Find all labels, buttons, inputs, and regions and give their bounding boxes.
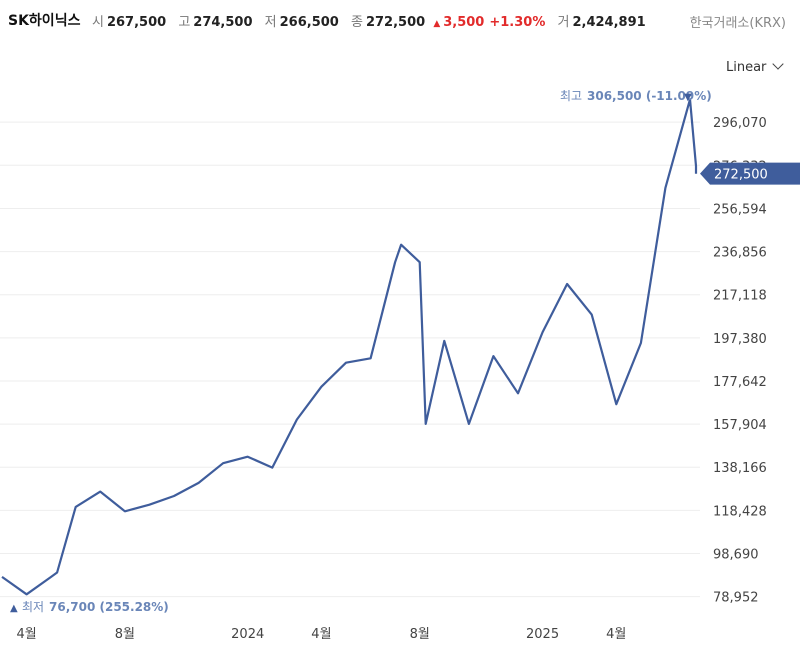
y-tick-label: 78,952 — [713, 591, 759, 606]
change-value: 3,500 — [443, 15, 485, 30]
open-value: 267,500 — [106, 15, 167, 30]
x-tick-label: 4월 — [311, 627, 331, 642]
stock-name: SK하이닉스 — [8, 13, 81, 29]
y-tick-label: 217,118 — [713, 289, 767, 304]
x-tick-label: 4월 — [606, 627, 626, 642]
open-label: 시 — [92, 15, 104, 30]
high-marker-value: 306,500 (-11.09%) — [587, 89, 712, 103]
y-tick-label: 98,690 — [713, 547, 759, 562]
close-value: 272,500 — [365, 15, 426, 30]
quote-header: SK하이닉스 시 267,500 고 274,500 저 266,500 종 272,5… — [0, 0, 800, 40]
low-marker-label: 최저 — [22, 600, 44, 614]
low-label: 저 — [264, 15, 277, 30]
exchange-name: 한국거래소(KRX) — [689, 16, 786, 31]
y-tick-label: 118,428 — [713, 504, 767, 519]
volume-label: 거 — [557, 15, 570, 30]
x-tick-label: 8월 — [115, 627, 135, 642]
current-price-label: 272,500 — [714, 168, 768, 183]
volume-value: 2,424,891 — [572, 15, 646, 30]
y-tick-label: 236,856 — [713, 246, 767, 261]
change-up-icon: ▲ — [433, 19, 441, 29]
y-tick-label: 197,380 — [713, 332, 767, 347]
high-marker-arrow-icon: ▼ — [684, 92, 692, 103]
scale-label: Linear — [726, 60, 767, 75]
high-value: 274,500 — [193, 15, 253, 30]
x-tick-label: 8월 — [410, 627, 430, 642]
close-label: 종 — [350, 15, 363, 30]
x-tick-label: 2024 — [231, 627, 264, 642]
scale-dropdown[interactable]: Linear — [726, 58, 785, 75]
y-tick-label: 296,070 — [713, 116, 767, 131]
change-percent: +1.30% — [489, 15, 546, 30]
high-label: 고 — [178, 15, 191, 30]
quote-summary: 시 267,500 고 274,500 저 266,500 종 272,500 ▲ 3,5… — [92, 11, 654, 30]
low-marker-value: 76,700 (255.28%) — [49, 600, 169, 614]
x-tick-label: 4월 — [16, 627, 36, 642]
price-line — [1, 98, 698, 596]
low-marker-arrow-icon: ▲ — [10, 603, 18, 614]
current-price-tag — [700, 162, 800, 185]
y-tick-label: 177,642 — [713, 375, 767, 390]
y-tick-label: 157,904 — [713, 418, 767, 433]
x-tick-label: 2025 — [526, 627, 559, 642]
y-tick-label: 138,166 — [713, 461, 767, 476]
y-tick-label: 256,594 — [713, 202, 767, 217]
high-marker-label: 최고 — [560, 89, 582, 103]
low-value: 266,500 — [279, 15, 339, 30]
